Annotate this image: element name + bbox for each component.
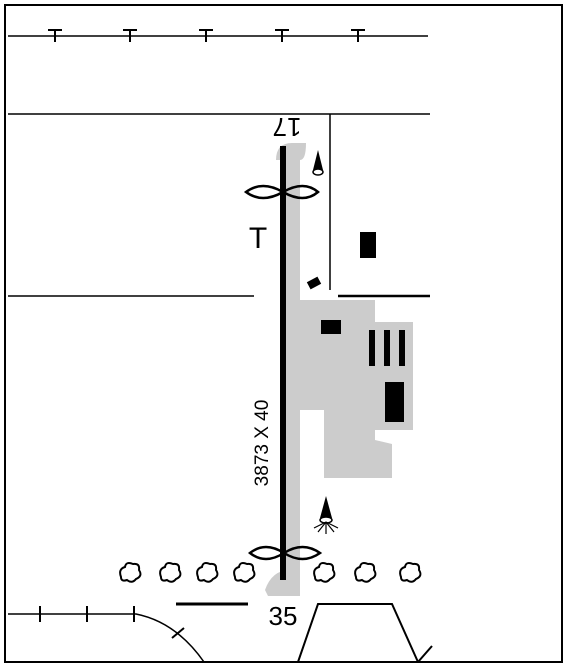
power-line-tee-3 (199, 29, 213, 42)
tree-icon (119, 562, 142, 583)
runway-end-35: 35 (269, 601, 298, 631)
power-line-tee-1 (48, 29, 62, 42)
apron (296, 300, 413, 478)
threshold-lights-north (243, 184, 320, 200)
runway (280, 146, 286, 580)
tree-icon (313, 562, 336, 583)
building-apron (321, 320, 341, 334)
hangar-large (385, 382, 404, 422)
tree-icon (196, 562, 219, 583)
power-line-tee-5 (351, 29, 365, 42)
fence (8, 606, 205, 663)
windsock-icon (312, 150, 324, 176)
runway-dimensions: 3873 X 40 (252, 400, 273, 487)
tree-icon (354, 562, 377, 583)
road-south-trapezoid (297, 603, 419, 663)
building-north (360, 232, 376, 258)
wind-tee-icon: T (249, 222, 267, 255)
tree-icon (399, 562, 422, 583)
tree-icon (233, 562, 256, 583)
power-line-tee-2 (123, 29, 137, 42)
power-line-tee-4 (275, 29, 289, 42)
power-line (8, 29, 428, 42)
tree-icon (159, 562, 182, 583)
building-small (306, 276, 322, 290)
hangar-row (369, 330, 405, 366)
runway-end-17: 17 (273, 112, 302, 142)
tree-row (119, 562, 422, 583)
threshold-lights-south (247, 545, 323, 561)
lighted-windsock-icon (313, 496, 339, 534)
road-southeast-spur (417, 645, 433, 663)
